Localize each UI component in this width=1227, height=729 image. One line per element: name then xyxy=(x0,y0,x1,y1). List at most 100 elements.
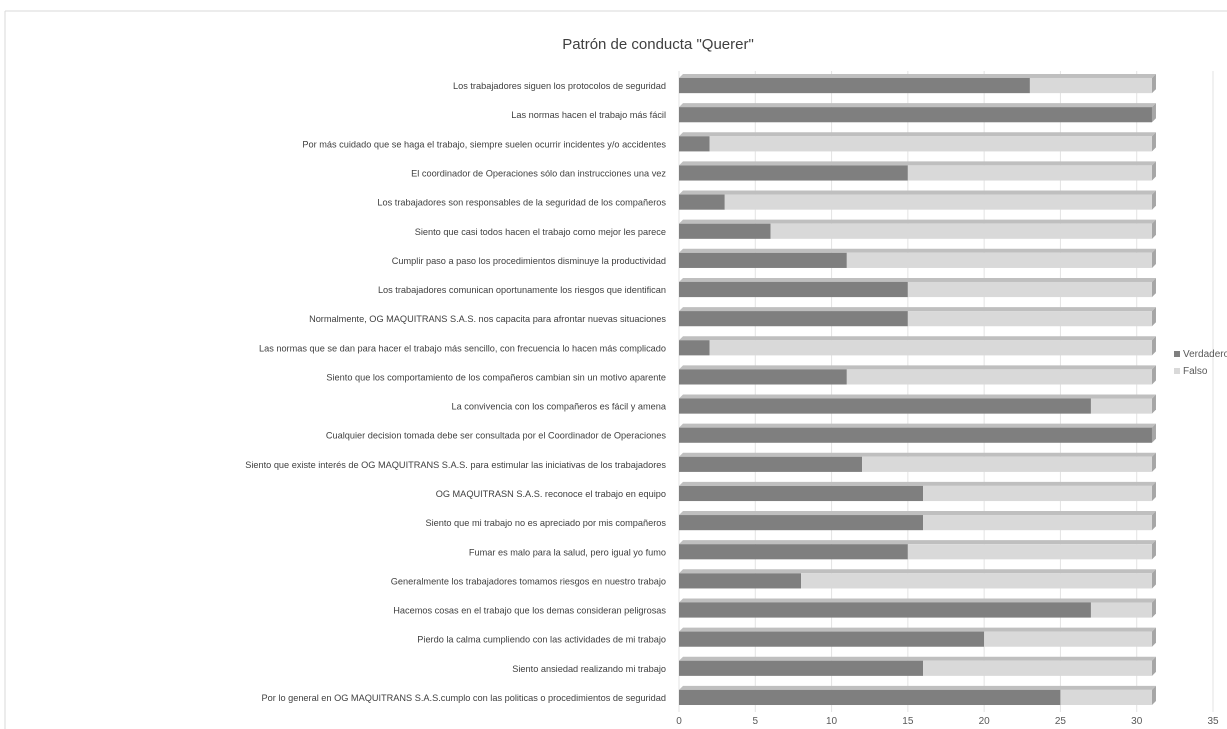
category-label: Siento que mi trabajo no es apreciado po… xyxy=(425,518,666,528)
category-label: Generalmente los trabajadores tomamos ri… xyxy=(391,576,666,586)
legend-label: Falso xyxy=(1183,366,1208,377)
bar-verdadero xyxy=(679,689,1061,706)
bar-verdadero xyxy=(679,631,985,647)
bar-top-face xyxy=(679,540,1156,545)
bar-top-face xyxy=(679,569,1156,574)
x-tick-label: 30 xyxy=(1131,716,1143,727)
bar-top-face xyxy=(679,277,1156,282)
bar-side-face xyxy=(1151,219,1156,239)
bar-verdadero xyxy=(679,77,1030,94)
category-label: Cualquier decision tomada debe ser consu… xyxy=(326,431,667,441)
bars xyxy=(679,73,1156,706)
x-tick-label: 35 xyxy=(1207,716,1219,727)
category-label: Pierdo la calma cumpliendo con las activ… xyxy=(417,635,666,645)
bar-verdadero xyxy=(679,398,1091,414)
bar-falso xyxy=(846,252,1152,268)
bar-falso xyxy=(1090,602,1152,618)
bar-top-face xyxy=(679,132,1156,137)
bar-falso xyxy=(984,631,1152,647)
bar-side-face xyxy=(1151,103,1156,123)
bar-side-face xyxy=(1151,685,1156,706)
category-label: Hacemos cosas en el trabajo que los dema… xyxy=(393,606,666,616)
bar-falso xyxy=(907,544,1152,560)
bar-falso xyxy=(1029,77,1152,94)
bar-falso xyxy=(801,573,1152,589)
category-label: Por lo general en OG MAQUITRANS S.A.S.cu… xyxy=(262,693,666,703)
bar-side-face xyxy=(1151,307,1156,327)
legend-swatch xyxy=(1174,351,1180,357)
bar-falso xyxy=(1090,398,1152,414)
legend: Verdadero Falso xyxy=(1174,349,1227,377)
bar-top-face xyxy=(679,307,1156,312)
bar-side-face xyxy=(1151,73,1156,94)
bar-falso xyxy=(1060,689,1152,706)
bar-falso xyxy=(907,281,1152,298)
bar-side-face xyxy=(1151,481,1156,502)
bar-top-face xyxy=(679,365,1156,370)
bar-top-face xyxy=(679,394,1156,399)
x-tick-label: 5 xyxy=(753,716,759,727)
category-label: El coordinador de Operaciones sólo dan i… xyxy=(411,168,666,178)
bar-falso xyxy=(846,369,1152,385)
bar-top-face xyxy=(679,481,1156,486)
category-label: Los trabajadores son responsables de la … xyxy=(377,198,666,208)
x-tick-label: 15 xyxy=(902,716,914,727)
bar-verdadero xyxy=(679,573,802,589)
bar-top-face xyxy=(679,190,1156,195)
bar-verdadero xyxy=(679,515,924,531)
category-label: Fumar es malo para la salud, pero igual … xyxy=(469,547,666,557)
bar-top-face xyxy=(679,73,1156,78)
bar-verdadero xyxy=(679,107,1152,123)
bar-verdadero xyxy=(679,281,908,298)
bar-falso xyxy=(709,340,1152,356)
bar-side-face xyxy=(1151,161,1156,181)
category-label: Siento que los comportamiento de los com… xyxy=(326,372,666,382)
bar-verdadero xyxy=(679,223,771,239)
bar-top-face xyxy=(679,656,1156,661)
bar-side-face xyxy=(1151,569,1156,589)
bar-top-face xyxy=(679,103,1156,108)
category-label: Las normas que se dan para hacer el trab… xyxy=(259,343,666,353)
bar-verdadero xyxy=(679,136,710,152)
bar-verdadero xyxy=(679,456,863,472)
category-label: OG MAQUITRASN S.A.S. reconoce el trabajo… xyxy=(436,489,666,499)
bar-falso xyxy=(923,660,1152,676)
category-label: Cumplir paso a paso los procedimientos d… xyxy=(392,256,666,266)
x-tick-label: 0 xyxy=(676,716,682,727)
bar-side-face xyxy=(1151,248,1156,268)
category-label: Siento ansiedad realizando mi trabajo xyxy=(512,664,666,674)
bar-side-face xyxy=(1151,394,1156,414)
bar-top-face xyxy=(679,161,1156,166)
bar-top-face xyxy=(679,598,1156,603)
bar-verdadero xyxy=(679,340,710,356)
category-label: Siento que existe interés de OG MAQUITRA… xyxy=(245,460,666,470)
bar-verdadero xyxy=(679,602,1091,618)
bar-verdadero xyxy=(679,660,924,676)
chart-title: Patrón de conducta "Querer" xyxy=(562,36,754,53)
bar-falso xyxy=(923,485,1152,502)
category-label: Normalmente, OG MAQUITRANS S.A.S. nos ca… xyxy=(309,314,666,324)
bar-falso xyxy=(770,223,1152,239)
bar-falso xyxy=(907,311,1152,327)
bar-verdadero xyxy=(679,194,725,210)
bar-side-face xyxy=(1151,511,1156,531)
bar-top-face xyxy=(679,248,1156,253)
bar-falso xyxy=(709,136,1152,152)
category-label: Los trabajadores siguen los protocolos d… xyxy=(453,81,666,91)
bar-side-face xyxy=(1151,423,1156,443)
legend-swatch xyxy=(1174,368,1180,374)
bar-top-face xyxy=(679,336,1156,341)
x-axis-tick-labels: 0 5 10 15 20 25 30 35 xyxy=(676,716,1219,727)
bar-verdadero xyxy=(679,485,924,502)
category-label: Las normas hacen el trabajo más fácil xyxy=(511,110,666,120)
bar-side-face xyxy=(1151,365,1156,385)
bar-falso xyxy=(923,515,1152,531)
bar-side-face xyxy=(1151,277,1156,298)
bar-top-face xyxy=(679,685,1156,690)
bar-top-face xyxy=(679,423,1156,428)
bar-falso xyxy=(907,165,1152,181)
x-tick-label: 20 xyxy=(979,716,991,727)
x-tick-label: 10 xyxy=(826,716,838,727)
